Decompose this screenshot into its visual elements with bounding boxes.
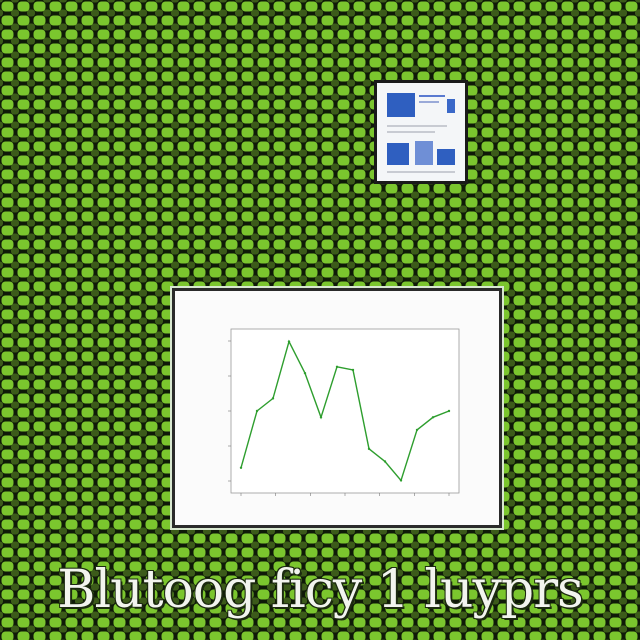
data-point xyxy=(415,428,419,432)
data-point xyxy=(447,409,451,413)
data-point xyxy=(351,368,355,372)
data-point xyxy=(271,397,275,400)
series-points xyxy=(239,340,451,482)
thumbnail-block xyxy=(437,149,455,165)
plot-area xyxy=(230,328,460,494)
caption-text: Blutoog ficy 1 luyprs xyxy=(57,560,584,620)
data-point xyxy=(335,365,339,369)
thumbnail-block xyxy=(415,141,433,165)
data-point xyxy=(319,416,323,419)
data-point xyxy=(303,371,307,375)
thumbnail-block xyxy=(387,143,409,165)
small-picture-frame xyxy=(374,80,468,184)
axis-ticks xyxy=(228,340,450,496)
data-point xyxy=(383,460,387,463)
data-point xyxy=(255,409,259,413)
data-point xyxy=(287,340,291,343)
data-point xyxy=(367,447,371,451)
chart-picture-frame xyxy=(172,288,502,528)
chart-thumbnail-icon xyxy=(377,83,465,181)
data-point xyxy=(239,466,243,469)
data-point xyxy=(431,416,435,419)
data-point xyxy=(399,479,403,482)
series-line xyxy=(240,339,450,482)
line-chart xyxy=(228,328,460,496)
thumbnail-block xyxy=(387,93,415,117)
